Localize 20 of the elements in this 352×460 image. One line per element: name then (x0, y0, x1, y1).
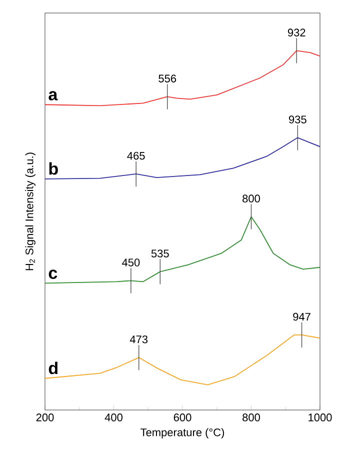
x-tick-label: 800 (242, 414, 260, 422)
annotation: 800 (242, 194, 260, 202)
annotation: 556 (158, 74, 176, 82)
series-label: c (48, 270, 58, 279)
series-label: d (48, 362, 58, 374)
annotation: 935 (288, 116, 306, 124)
annotation: 932 (288, 28, 306, 36)
x-tick-label: 400 (104, 414, 122, 422)
series-label: a (48, 91, 58, 100)
x-axis-title: Temperature (°C) (140, 428, 224, 438)
x-tick-label: 1000 (308, 414, 332, 422)
annotation: 535 (151, 250, 169, 258)
series-label: b (49, 162, 58, 175)
x-tick-label: 200 (36, 414, 54, 422)
y-axis-title: H$_{2}$ Signal Intensity (a.u.) (25, 152, 36, 270)
annotation: 465 (127, 152, 145, 160)
annotation: 450 (122, 258, 140, 266)
annotation: 947 (293, 312, 310, 321)
annotation: 473 (130, 335, 148, 344)
x-tick-label: 600 (174, 414, 192, 422)
